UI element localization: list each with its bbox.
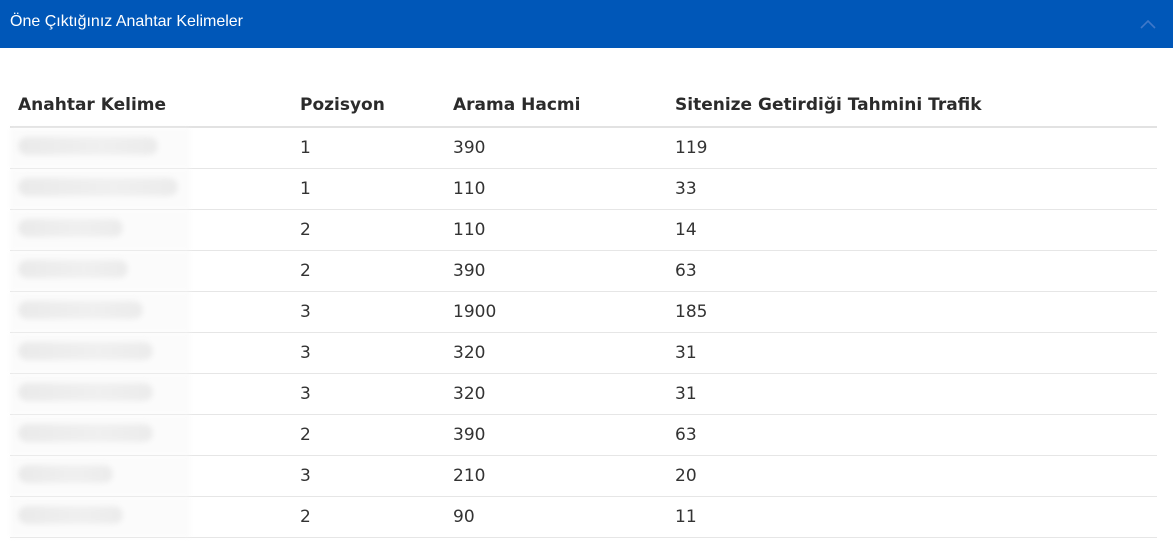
position-cell: 3 xyxy=(292,291,445,333)
volume-cell: 110 xyxy=(445,209,667,251)
keyword-cell xyxy=(10,455,292,497)
table-row: 3 1900 185 xyxy=(10,291,1157,333)
keyword-cell xyxy=(10,373,292,415)
table-row: 2 110 14 xyxy=(10,209,1157,251)
volume-cell: 320 xyxy=(445,332,667,374)
redacted-keyword xyxy=(18,259,128,278)
position-cell: 2 xyxy=(292,414,445,456)
table-row: 1 390 119 xyxy=(10,127,1157,169)
traffic-cell: 63 xyxy=(667,250,1157,292)
redacted-keyword xyxy=(18,382,153,401)
volume-cell: 320 xyxy=(445,373,667,415)
column-header-keyword: Anahtar Kelime xyxy=(10,84,292,128)
position-cell: 1 xyxy=(292,168,445,210)
traffic-cell: 14 xyxy=(667,209,1157,251)
position-cell: 2 xyxy=(292,496,445,538)
table-row: 2 390 63 xyxy=(10,250,1157,292)
volume-cell: 390 xyxy=(445,414,667,456)
position-cell: 1 xyxy=(292,127,445,169)
traffic-cell: 31 xyxy=(667,332,1157,374)
volume-cell: 390 xyxy=(445,250,667,292)
redacted-keyword xyxy=(18,423,153,442)
column-header-volume: Arama Hacmi xyxy=(445,84,667,128)
keyword-cell xyxy=(10,414,292,456)
keywords-table-container: Anahtar Kelime Pozisyon Arama Hacmi Site… xyxy=(10,84,1157,538)
traffic-cell: 185 xyxy=(667,291,1157,333)
keyword-cell xyxy=(10,127,292,169)
redacted-keyword xyxy=(18,218,123,237)
redacted-keyword xyxy=(18,341,153,360)
keyword-cell xyxy=(10,332,292,374)
traffic-cell: 63 xyxy=(667,414,1157,456)
keyword-cell xyxy=(10,168,292,210)
position-cell: 2 xyxy=(292,250,445,292)
position-cell: 3 xyxy=(292,455,445,497)
panel-title: Öne Çıktığınız Anahtar Kelimeler xyxy=(10,13,243,30)
position-cell: 3 xyxy=(292,332,445,374)
panel-header: Öne Çıktığınız Anahtar Kelimeler xyxy=(0,0,1173,48)
table-row: 3 210 20 xyxy=(10,455,1157,497)
redacted-keyword xyxy=(18,300,143,319)
collapse-button[interactable] xyxy=(1137,13,1159,35)
keyword-cell xyxy=(10,250,292,292)
table-row: 2 390 63 xyxy=(10,414,1157,456)
keyword-cell xyxy=(10,291,292,333)
traffic-cell: 11 xyxy=(667,496,1157,538)
table-row: 3 320 31 xyxy=(10,332,1157,374)
volume-cell: 110 xyxy=(445,168,667,210)
keywords-table: Anahtar Kelime Pozisyon Arama Hacmi Site… xyxy=(10,84,1157,538)
table-row: 2 90 11 xyxy=(10,496,1157,538)
volume-cell: 1900 xyxy=(445,291,667,333)
traffic-cell: 119 xyxy=(667,127,1157,169)
table-row: 3 320 31 xyxy=(10,373,1157,415)
volume-cell: 90 xyxy=(445,496,667,538)
redacted-keyword xyxy=(18,505,123,524)
column-header-position: Pozisyon xyxy=(292,84,445,128)
traffic-cell: 20 xyxy=(667,455,1157,497)
volume-cell: 210 xyxy=(445,455,667,497)
redacted-keyword xyxy=(18,464,113,483)
volume-cell: 390 xyxy=(445,127,667,169)
chevron-up-icon xyxy=(1140,19,1156,29)
traffic-cell: 31 xyxy=(667,373,1157,415)
table-header-row: Anahtar Kelime Pozisyon Arama Hacmi Site… xyxy=(10,84,1157,128)
table-row: 1 110 33 xyxy=(10,168,1157,210)
position-cell: 3 xyxy=(292,373,445,415)
traffic-cell: 33 xyxy=(667,168,1157,210)
redacted-keyword xyxy=(18,177,178,196)
position-cell: 2 xyxy=(292,209,445,251)
redacted-keyword xyxy=(18,136,158,155)
keyword-cell xyxy=(10,209,292,251)
keyword-cell xyxy=(10,496,292,538)
column-header-traffic: Sitenize Getirdiği Tahmini Trafik xyxy=(667,84,1157,128)
